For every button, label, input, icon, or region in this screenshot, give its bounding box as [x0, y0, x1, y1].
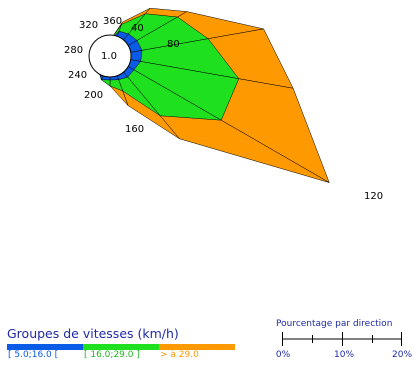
- legend-label-low-speed: [ 5.0;16.0 [: [8, 350, 59, 360]
- scale-label-0: 0%: [275, 350, 291, 360]
- scale-label-10: 10%: [333, 350, 355, 360]
- direction-labels: 320 360 40 80 120 160 200 240 280: [64, 16, 383, 202]
- direction-label-360: 360: [103, 16, 122, 27]
- legend-swatch-low-speed: [7, 344, 83, 350]
- legend-title: Groupes de vitesses (km/h): [7, 326, 179, 341]
- direction-label-40: 40: [131, 23, 144, 34]
- direction-label-160: 160: [125, 124, 144, 135]
- direction-label-280: 280: [64, 45, 83, 56]
- direction-label-80: 80: [167, 39, 180, 50]
- percentage-scale-title: Pourcentage par direction: [276, 319, 393, 329]
- rose-sectors: [97, 7, 330, 183]
- legend-swatch-mid-speed: [83, 344, 159, 350]
- calm-percentage-label: 1.0: [101, 51, 117, 62]
- legend-label-mid-speed: [ 16.0;29.0 ]: [84, 350, 140, 360]
- direction-label-320: 320: [79, 20, 98, 31]
- scale-label-20: 20%: [391, 350, 413, 360]
- direction-label-240: 240: [68, 70, 87, 81]
- direction-label-200: 200: [84, 90, 103, 101]
- legend-label-high-speed: > à 29.0: [160, 350, 199, 360]
- calm-circle: [88, 34, 132, 78]
- legend-swatch-high-speed: [159, 344, 235, 350]
- direction-label-120: 120: [364, 191, 383, 202]
